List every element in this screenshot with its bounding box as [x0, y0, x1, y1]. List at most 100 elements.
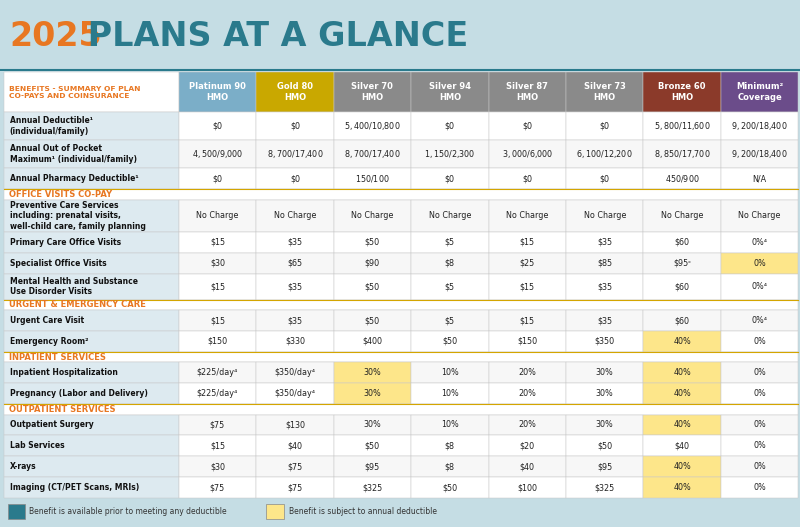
- Text: $0: $0: [445, 174, 455, 183]
- Text: $6,100/$12,200: $6,100/$12,200: [577, 148, 633, 160]
- Text: $150: $150: [207, 337, 227, 346]
- Text: $0: $0: [600, 174, 610, 183]
- Text: No Charge: No Charge: [196, 211, 238, 220]
- Text: Preventive Care Services
including: prenatal visits,
well-child care, family pla: Preventive Care Services including: pren…: [10, 201, 146, 231]
- Text: PLANS AT A GLANCE: PLANS AT A GLANCE: [76, 21, 468, 54]
- Text: Inpatient Hospitalization: Inpatient Hospitalization: [10, 368, 118, 377]
- Text: $350: $350: [594, 337, 615, 346]
- Text: 0%⁴: 0%⁴: [752, 282, 768, 291]
- Text: $50: $50: [598, 441, 612, 451]
- Text: $325: $325: [594, 483, 615, 492]
- Text: Pregnancy (Labor and Delivery): Pregnancy (Labor and Delivery): [10, 389, 147, 398]
- Text: $15: $15: [210, 316, 225, 325]
- Bar: [566, 310, 643, 331]
- Text: $50: $50: [365, 238, 380, 247]
- Text: $35: $35: [598, 238, 612, 247]
- Text: INPATIENT SERVICES: INPATIENT SERVICES: [9, 353, 106, 362]
- Bar: [411, 477, 489, 498]
- Bar: [411, 72, 489, 112]
- Bar: [178, 435, 256, 456]
- Text: $0: $0: [213, 174, 222, 183]
- Bar: [489, 140, 566, 168]
- Bar: [256, 415, 334, 435]
- Bar: [566, 331, 643, 352]
- Bar: [178, 310, 256, 331]
- Bar: [334, 140, 411, 168]
- Text: 20%: 20%: [518, 421, 536, 430]
- Bar: [489, 363, 566, 383]
- Text: 0%: 0%: [754, 389, 766, 398]
- Text: 30%: 30%: [596, 421, 614, 430]
- Text: 0%: 0%: [754, 337, 766, 346]
- Text: 30%: 30%: [363, 368, 382, 377]
- Text: Mental Health and Substance
Use Disorder Visits: Mental Health and Substance Use Disorder…: [10, 277, 138, 296]
- Bar: [411, 200, 489, 232]
- Bar: [334, 232, 411, 253]
- Text: $1,150/$2,300: $1,150/$2,300: [424, 148, 475, 160]
- Bar: [256, 140, 334, 168]
- Bar: [566, 363, 643, 383]
- Bar: [566, 112, 643, 140]
- Bar: [178, 477, 256, 498]
- Bar: [489, 200, 566, 232]
- Bar: [178, 383, 256, 404]
- Bar: [178, 168, 256, 189]
- Bar: [489, 435, 566, 456]
- Bar: [721, 232, 798, 253]
- Text: No Charge: No Charge: [506, 211, 549, 220]
- Bar: [721, 456, 798, 477]
- Text: $400: $400: [362, 337, 382, 346]
- Bar: [256, 168, 334, 189]
- Text: $35: $35: [598, 316, 612, 325]
- Bar: [489, 310, 566, 331]
- Bar: [643, 140, 721, 168]
- Text: $50: $50: [442, 337, 458, 346]
- Text: 30%: 30%: [596, 389, 614, 398]
- Bar: [334, 112, 411, 140]
- Bar: [566, 456, 643, 477]
- Bar: [411, 363, 489, 383]
- Text: $5: $5: [445, 238, 455, 247]
- Text: $40: $40: [674, 441, 690, 451]
- Bar: [256, 112, 334, 140]
- Bar: [411, 232, 489, 253]
- Bar: [411, 168, 489, 189]
- Bar: [643, 200, 721, 232]
- Text: $8: $8: [445, 462, 455, 471]
- Text: $0: $0: [290, 174, 300, 183]
- Bar: [178, 415, 256, 435]
- Bar: [643, 383, 721, 404]
- Text: 0%: 0%: [754, 259, 766, 268]
- Text: $130: $130: [285, 421, 305, 430]
- Text: $50: $50: [365, 316, 380, 325]
- Text: Annual Deductible¹
(individual/family): Annual Deductible¹ (individual/family): [10, 116, 93, 135]
- Text: $15: $15: [210, 238, 225, 247]
- Text: $350/day⁴: $350/day⁴: [274, 389, 315, 398]
- Text: $225/day⁴: $225/day⁴: [197, 389, 238, 398]
- Text: $25: $25: [520, 259, 535, 268]
- Bar: [721, 140, 798, 168]
- Bar: [4, 331, 178, 352]
- Text: Urgent Care Visit: Urgent Care Visit: [10, 316, 84, 325]
- Text: OUTPATIENT SERVICES: OUTPATIENT SERVICES: [9, 405, 115, 414]
- Text: $15: $15: [210, 282, 225, 291]
- Bar: [256, 232, 334, 253]
- Text: 40%: 40%: [674, 483, 691, 492]
- Text: Primary Care Office Visits: Primary Care Office Visits: [10, 238, 121, 247]
- Bar: [178, 200, 256, 232]
- Bar: [4, 232, 178, 253]
- Bar: [178, 331, 256, 352]
- Text: $4,500/$9,000: $4,500/$9,000: [192, 148, 243, 160]
- Bar: [411, 456, 489, 477]
- Text: $20: $20: [520, 441, 535, 451]
- Bar: [721, 363, 798, 383]
- Text: Lab Services: Lab Services: [10, 441, 64, 451]
- Text: $8,850/$17,700: $8,850/$17,700: [654, 148, 710, 160]
- Bar: [178, 253, 256, 274]
- Text: URGENT & EMERGENCY CARE: URGENT & EMERGENCY CARE: [9, 300, 146, 309]
- Bar: [4, 300, 798, 310]
- Text: 20%: 20%: [518, 368, 536, 377]
- Text: Platinum 90
HMO: Platinum 90 HMO: [189, 82, 246, 102]
- Bar: [4, 253, 178, 274]
- Text: 30%: 30%: [363, 421, 382, 430]
